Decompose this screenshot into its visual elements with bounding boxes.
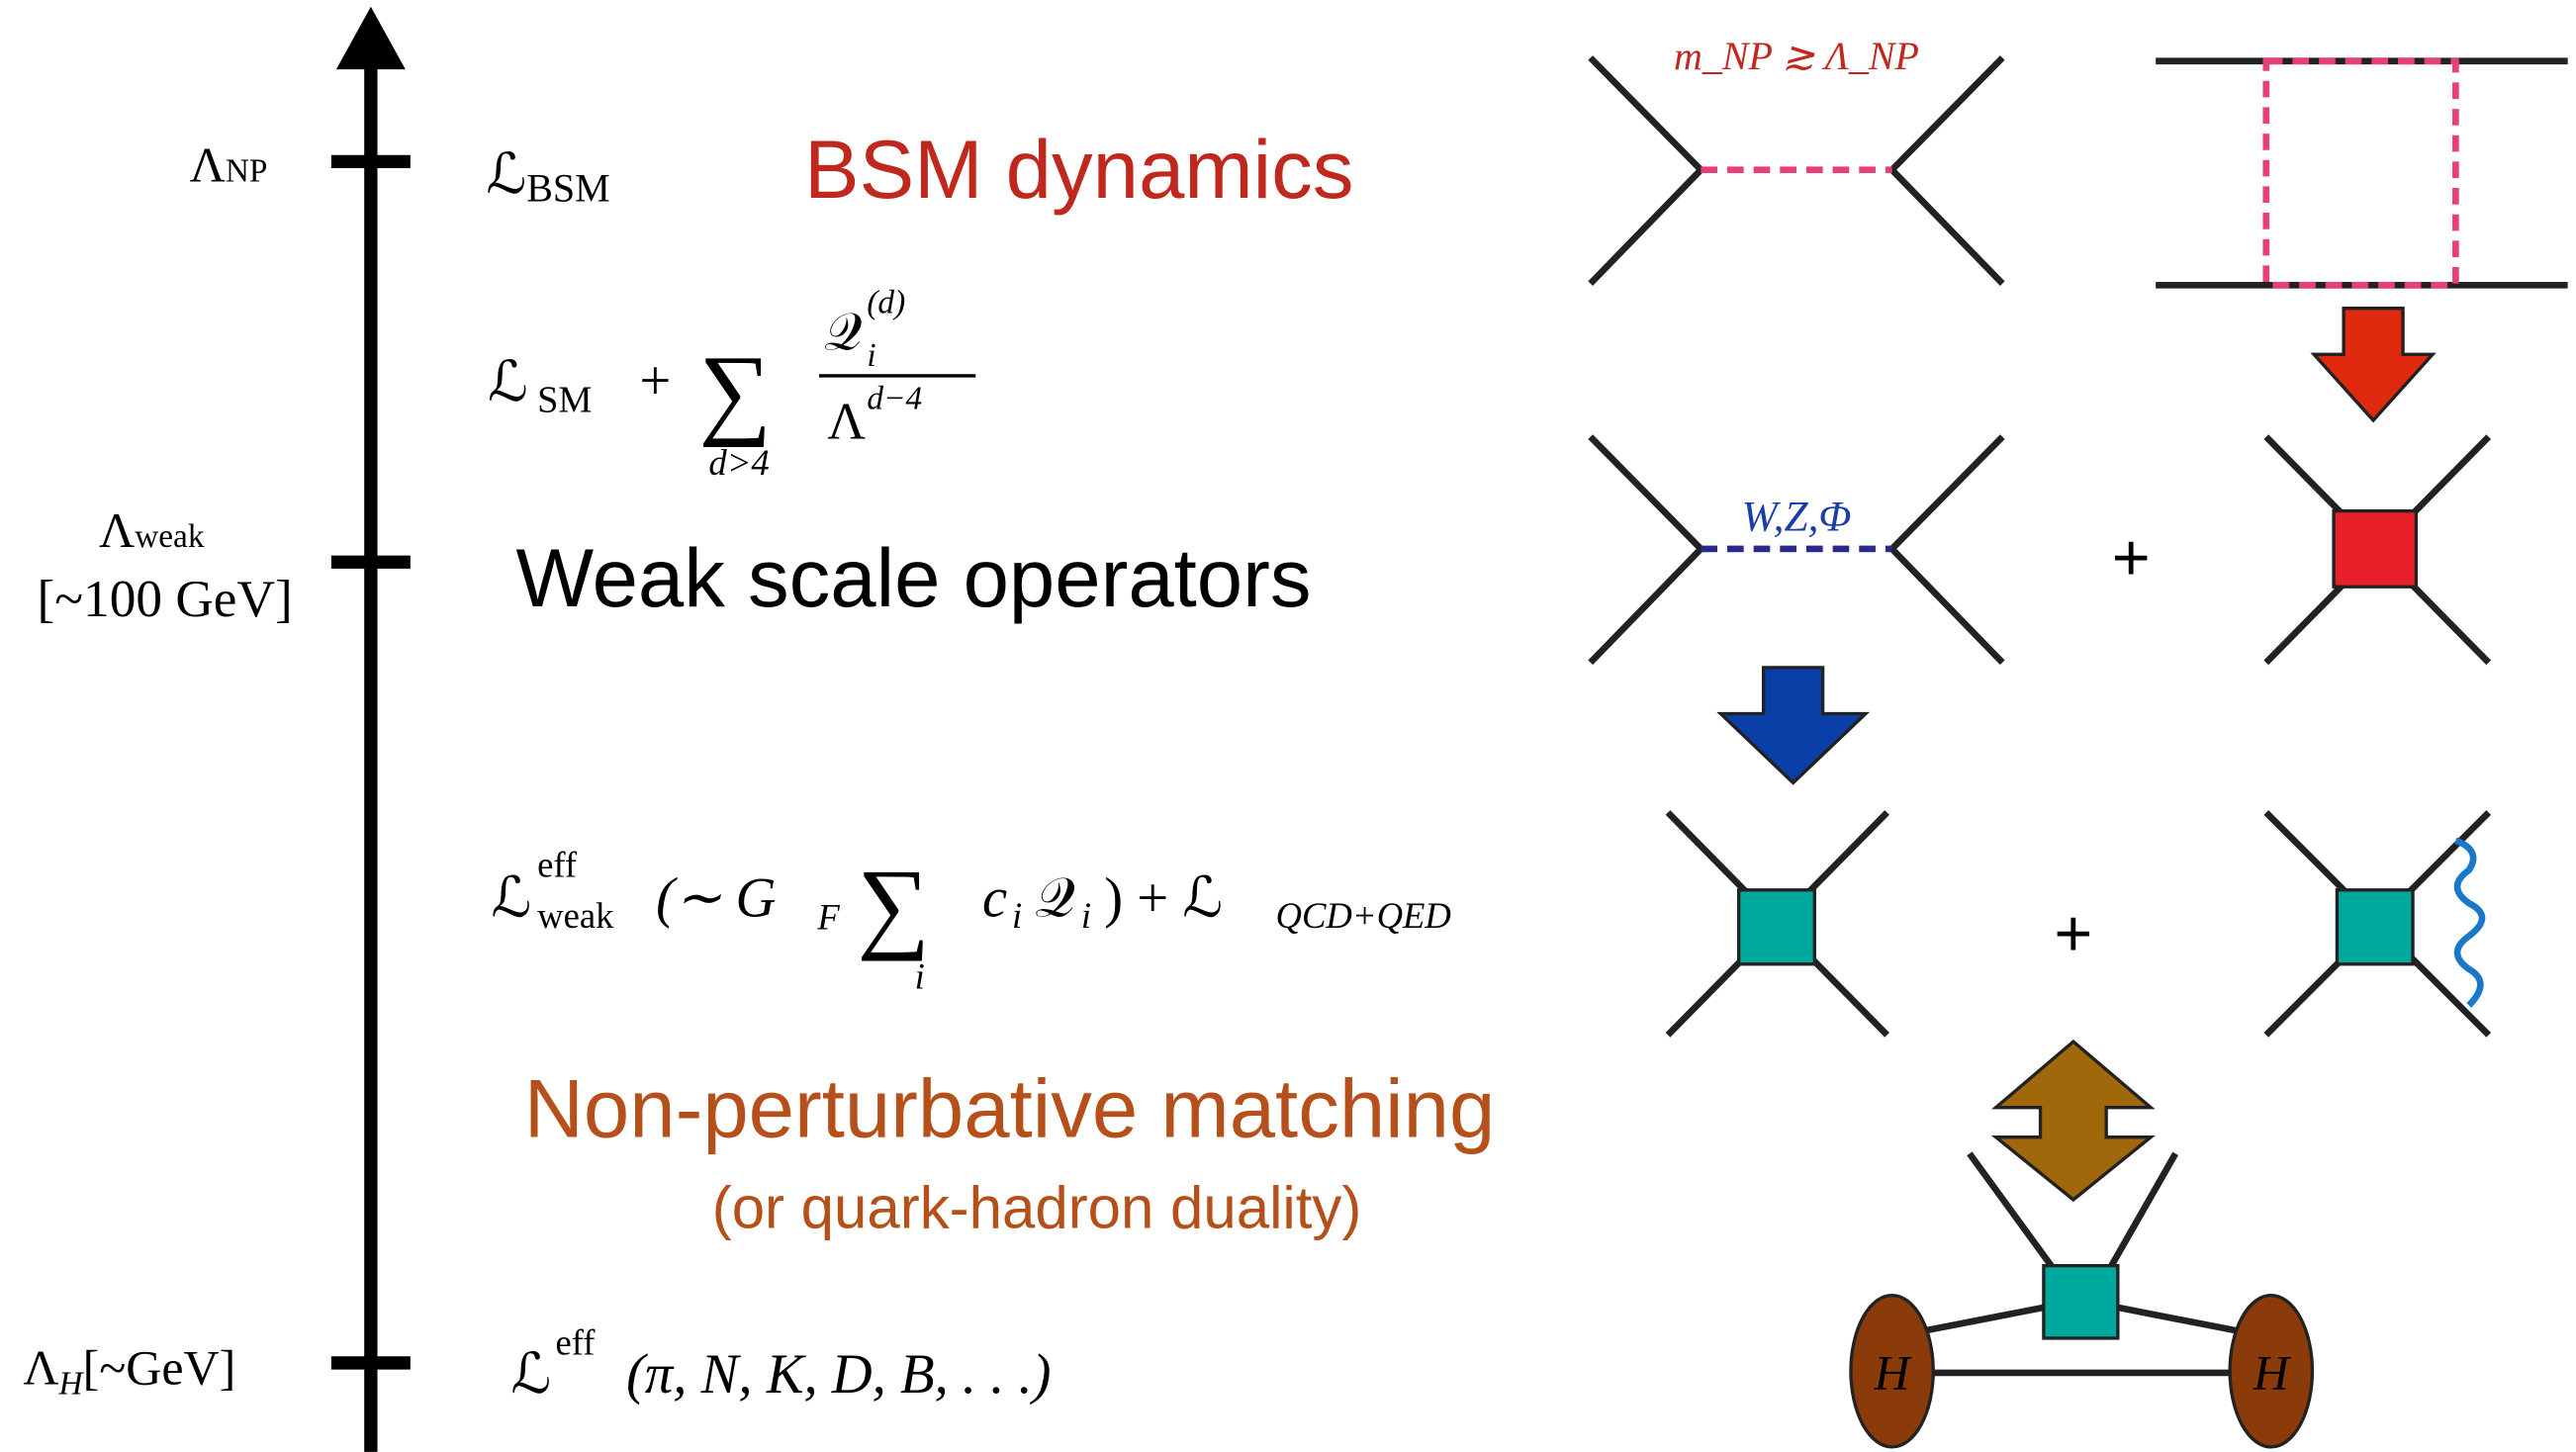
heading: BSM dynamics bbox=[804, 124, 1353, 216]
hadronic-diagram bbox=[1849, 1151, 2315, 1449]
coupling-sub: F bbox=[816, 897, 840, 938]
mediator-label: W,Z,Φ bbox=[1742, 494, 1852, 541]
lagrangian-args: (π, N, K, D, B, . . .) bbox=[626, 1344, 1051, 1406]
coefficient-sub: i bbox=[1012, 895, 1022, 936]
box-diagram bbox=[2156, 57, 2568, 289]
lagrangian-sup: eff bbox=[555, 1322, 596, 1363]
axis-arrow bbox=[335, 6, 406, 70]
lagrangian-sup: eff bbox=[537, 844, 578, 884]
lagrangian: ℒ bbox=[488, 352, 528, 413]
double-arrow bbox=[1990, 1039, 2156, 1203]
denominator: Λ bbox=[827, 391, 866, 450]
numerator-sup: (d) bbox=[867, 285, 905, 321]
lagrangian: ℒBSM bbox=[486, 144, 609, 210]
lagrangian: ℒ bbox=[491, 867, 531, 929]
plus: + bbox=[2054, 897, 2092, 970]
hadron-label: H bbox=[2253, 1345, 2292, 1401]
denominator-sup: d−4 bbox=[867, 380, 922, 416]
arrow-down bbox=[2310, 306, 2437, 423]
sum: ∑ bbox=[698, 335, 772, 448]
operator: + bbox=[639, 350, 671, 411]
heading: Non-perturbative matching bbox=[524, 1063, 1496, 1155]
subheading: (or quark-hadron duality) bbox=[712, 1174, 1362, 1240]
lagrangian-sub: SM bbox=[537, 380, 592, 421]
plus: + bbox=[2112, 522, 2151, 595]
scale-label: ΛH[~GeV] bbox=[23, 1340, 235, 1403]
lagrangian-sub: weak bbox=[537, 895, 614, 936]
numerator: 𝒬 bbox=[824, 302, 862, 361]
sum-range: i bbox=[915, 956, 925, 997]
heading: Weak scale operators bbox=[515, 532, 1311, 624]
sum: ∑ bbox=[857, 850, 930, 962]
lagrangian: ℒ bbox=[510, 1344, 551, 1406]
mass-condition: m_NP ≳ Λ_NP bbox=[1674, 34, 1919, 78]
contact-diagram bbox=[2263, 434, 2492, 666]
operator-sub: i bbox=[1081, 895, 1091, 936]
arrow-down bbox=[1716, 666, 1871, 785]
lagrangian-sub: QCD+QED bbox=[1276, 895, 1451, 936]
coefficient: c bbox=[982, 867, 1007, 929]
contact-diagram bbox=[1665, 810, 1889, 1038]
sum-range: d>4 bbox=[708, 442, 769, 483]
hadron-label: H bbox=[1874, 1345, 1913, 1401]
scale-label: Λweak bbox=[99, 502, 205, 558]
scale-note: [~100 GeV] bbox=[37, 569, 292, 628]
tree-diagram bbox=[1588, 55, 2005, 286]
lagrangian: ) + ℒ bbox=[1104, 867, 1223, 929]
numerator-sub: i bbox=[867, 337, 875, 374]
scale-label: ΛNP bbox=[190, 136, 268, 192]
tree-diagram bbox=[1588, 434, 2005, 666]
radiative-diagram bbox=[2263, 810, 2492, 1038]
operator: 𝒬 bbox=[1035, 867, 1075, 929]
coupling: (∼ G bbox=[656, 867, 776, 929]
